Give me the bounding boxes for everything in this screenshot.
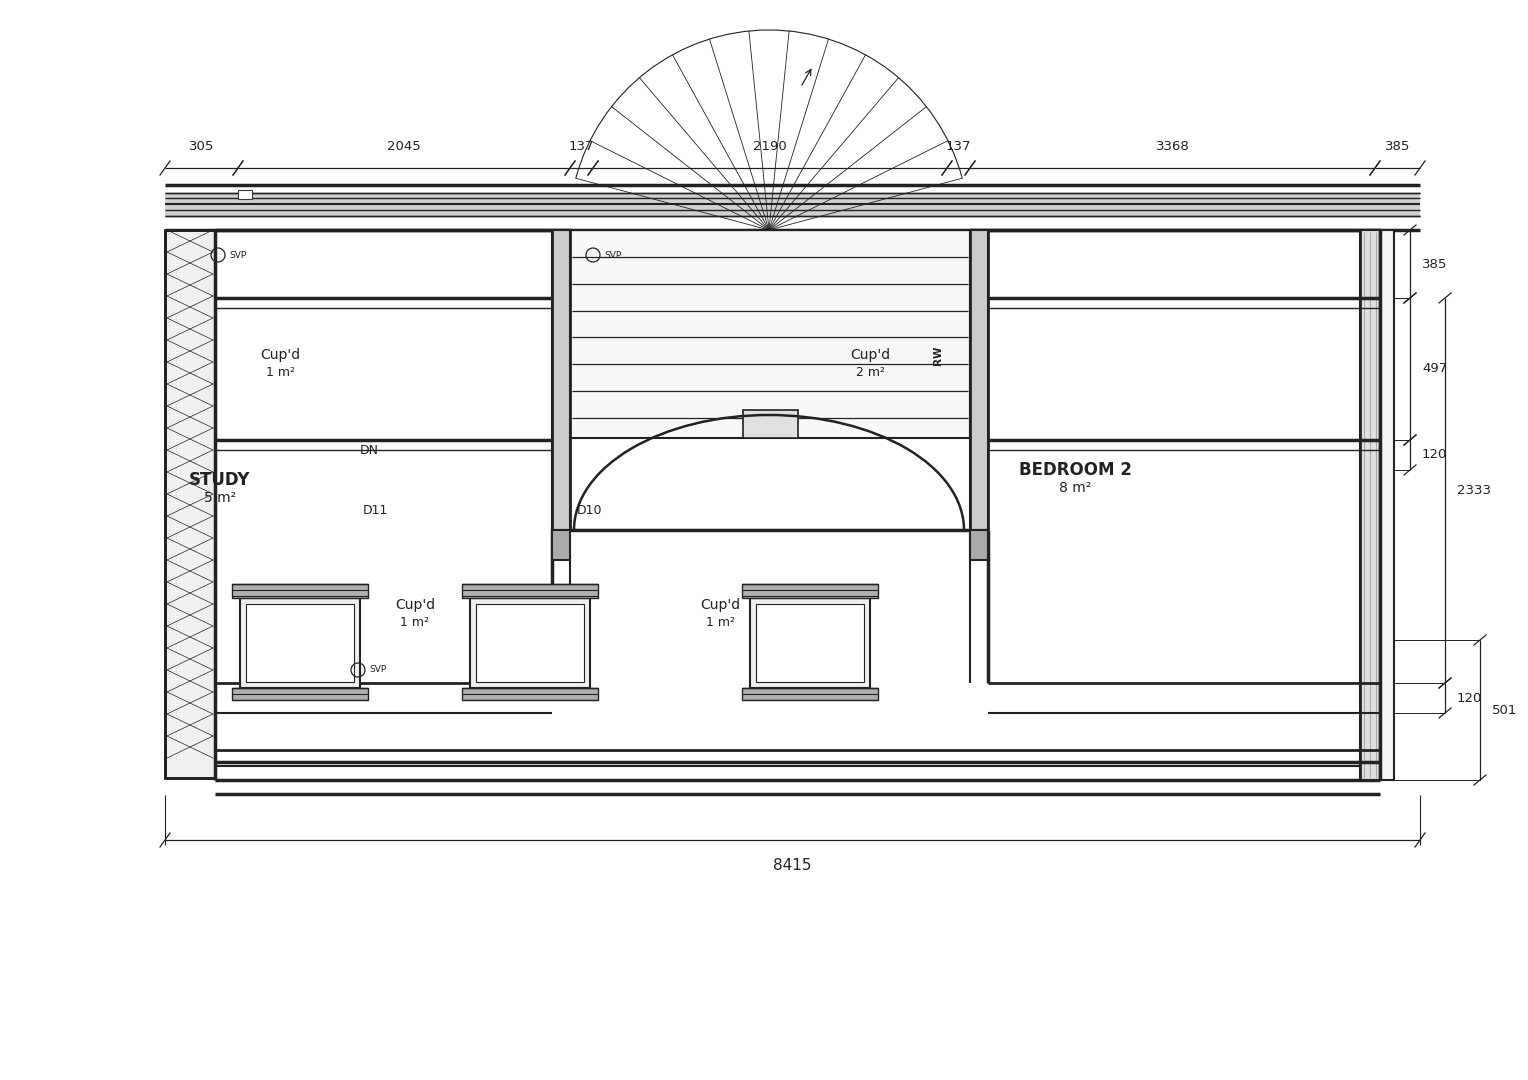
- Bar: [1360, 230, 1380, 780]
- Text: RW: RW: [556, 346, 565, 365]
- Text: 3368: 3368: [1155, 140, 1189, 153]
- Text: 385: 385: [1423, 257, 1447, 270]
- Text: 2 m²: 2 m²: [856, 365, 885, 378]
- Bar: [552, 530, 570, 561]
- Bar: [461, 584, 597, 598]
- Bar: [743, 584, 879, 598]
- Bar: [570, 230, 970, 438]
- Text: 497: 497: [1423, 363, 1447, 376]
- Text: Cup'd: Cup'd: [260, 348, 299, 362]
- Text: SVP: SVP: [229, 251, 246, 259]
- Bar: [552, 230, 570, 530]
- Text: BEDROOM 2: BEDROOM 2: [1019, 461, 1131, 480]
- Text: W09: W09: [796, 636, 824, 649]
- Text: STUDY: STUDY: [189, 471, 251, 489]
- Text: 1 m²: 1 m²: [400, 616, 429, 629]
- Bar: [477, 604, 584, 681]
- Bar: [165, 230, 215, 778]
- Text: W11: W11: [286, 636, 315, 649]
- Bar: [232, 688, 368, 700]
- Bar: [756, 604, 863, 681]
- Bar: [238, 190, 252, 199]
- Text: 385: 385: [1384, 140, 1410, 153]
- Text: 8 m²: 8 m²: [1059, 481, 1091, 495]
- Text: 8415: 8415: [773, 858, 811, 873]
- Bar: [750, 598, 869, 688]
- Bar: [471, 598, 590, 688]
- Text: D11: D11: [362, 503, 388, 516]
- Bar: [461, 688, 597, 700]
- Text: RW: RW: [934, 346, 943, 365]
- Text: D10: D10: [578, 503, 602, 516]
- Text: 5 m²: 5 m²: [203, 491, 235, 505]
- Text: Cup'd: Cup'd: [394, 598, 435, 612]
- Text: SVP: SVP: [604, 251, 622, 259]
- Bar: [240, 598, 361, 688]
- Text: 1 m²: 1 m²: [266, 365, 295, 378]
- Bar: [232, 584, 368, 598]
- Text: SVP: SVP: [368, 665, 387, 675]
- Text: DN: DN: [361, 444, 379, 457]
- Bar: [970, 230, 989, 530]
- Text: Cup'd: Cup'd: [700, 598, 740, 612]
- Bar: [246, 604, 354, 681]
- Text: 137: 137: [568, 140, 594, 153]
- Text: 120: 120: [1423, 448, 1447, 461]
- Bar: [743, 688, 879, 700]
- Text: 2190: 2190: [753, 140, 787, 153]
- Bar: [743, 410, 798, 438]
- Text: 2333: 2333: [1458, 484, 1491, 497]
- Text: 501: 501: [1491, 703, 1517, 716]
- Text: 2045: 2045: [387, 140, 420, 153]
- Text: 120: 120: [1458, 691, 1482, 704]
- Text: 305: 305: [189, 140, 214, 153]
- Text: Cup'd: Cup'd: [850, 348, 891, 362]
- Bar: [165, 193, 1420, 216]
- Bar: [970, 530, 989, 561]
- Text: W10: W10: [516, 636, 544, 649]
- Text: 1 m²: 1 m²: [706, 616, 735, 629]
- Text: 137: 137: [946, 140, 972, 153]
- Bar: [1380, 230, 1394, 780]
